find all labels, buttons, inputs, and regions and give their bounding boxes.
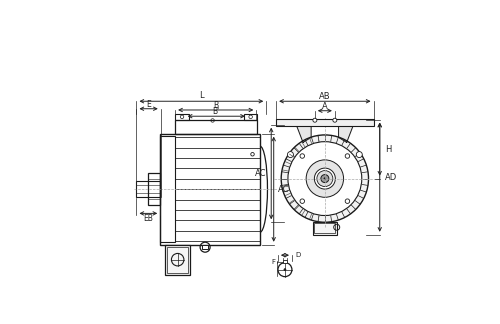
Circle shape (345, 154, 350, 158)
Circle shape (313, 118, 317, 122)
Bar (165, 245, 190, 275)
Text: EB: EB (144, 214, 154, 223)
Text: B: B (213, 101, 218, 110)
Bar (167, 247, 188, 272)
Text: E: E (146, 100, 150, 109)
Circle shape (324, 178, 326, 179)
Bar (313, 222, 336, 235)
Circle shape (288, 152, 294, 157)
Text: H: H (384, 145, 391, 154)
Circle shape (281, 135, 368, 222)
Bar (175, 114, 189, 120)
Bar (244, 114, 258, 120)
Circle shape (288, 142, 362, 215)
Circle shape (356, 152, 362, 157)
Circle shape (306, 160, 344, 197)
Circle shape (300, 154, 304, 158)
Text: AD: AD (384, 173, 397, 182)
Circle shape (300, 199, 304, 203)
Circle shape (314, 168, 336, 189)
Text: D: D (296, 252, 301, 258)
Circle shape (321, 175, 329, 183)
Text: B': B' (212, 107, 220, 116)
Bar (148, 173, 160, 205)
Bar (282, 260, 287, 263)
Text: A: A (322, 102, 328, 111)
Text: AB: AB (319, 92, 330, 101)
Circle shape (284, 269, 286, 271)
Bar (202, 245, 208, 249)
Text: L: L (199, 91, 203, 100)
Bar (175, 120, 258, 134)
Text: AC: AC (278, 185, 289, 194)
Bar (160, 136, 175, 242)
Bar (276, 119, 374, 126)
Circle shape (333, 118, 337, 122)
Circle shape (345, 199, 350, 203)
Circle shape (317, 171, 333, 187)
Text: F: F (272, 259, 276, 265)
Text: AC: AC (254, 169, 266, 178)
Polygon shape (297, 126, 311, 143)
Bar (160, 134, 260, 245)
Polygon shape (338, 126, 353, 143)
Bar (314, 224, 336, 234)
Bar (136, 181, 160, 197)
